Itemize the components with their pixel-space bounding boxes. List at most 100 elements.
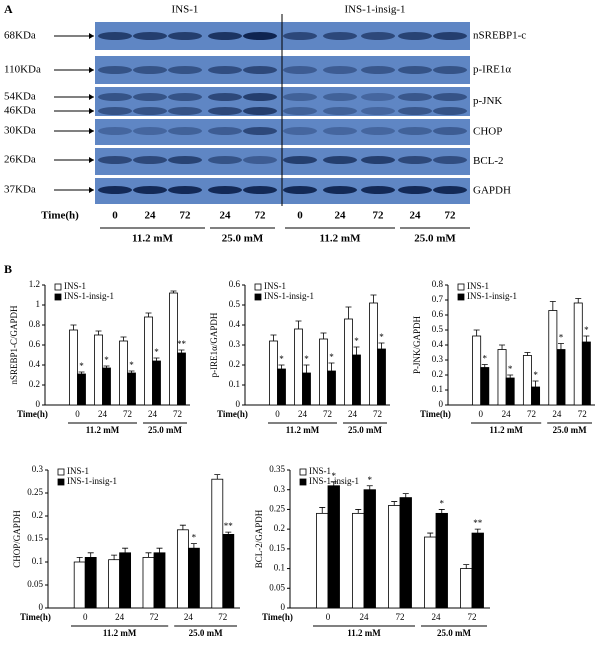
blot-band — [398, 186, 432, 194]
blot-band — [433, 93, 467, 101]
y-tick-label: 0.25 — [27, 487, 43, 497]
blot-band — [323, 93, 357, 101]
error-bar — [549, 301, 556, 311]
blot-band — [361, 93, 395, 101]
protein-label: GAPDH — [473, 185, 511, 197]
blot-band — [283, 186, 317, 194]
error-bar — [122, 547, 129, 553]
blot-band — [208, 156, 242, 164]
blot-band — [168, 127, 202, 135]
error-bar — [87, 552, 94, 558]
x-tick-label: 24 — [298, 409, 308, 419]
bar — [77, 373, 86, 406]
group-label: 11.2 mM — [489, 425, 523, 435]
error-bar — [190, 543, 197, 549]
blot-band — [361, 107, 395, 115]
bar — [573, 302, 583, 406]
conc-label: 25.0 mM — [414, 233, 456, 245]
error-bar — [103, 365, 110, 368]
y-tick-label: 0.4 — [29, 359, 41, 369]
error-bar — [153, 357, 160, 361]
blot-band — [208, 186, 242, 194]
y-tick-label: 0 — [281, 602, 286, 612]
y-tick-label: 0 — [36, 399, 41, 409]
x-tick-label: 72 — [373, 409, 382, 419]
time-label: 72 — [180, 210, 192, 222]
error-bar — [330, 481, 337, 486]
blot-band — [433, 32, 467, 40]
y-tick-label: 0.1 — [32, 556, 43, 566]
arrow-head — [89, 187, 94, 193]
legend-label: INS-1 — [67, 466, 89, 476]
y-tick-label: 0.3 — [32, 464, 44, 474]
time-label: Time(h) — [41, 210, 79, 222]
blot-band — [398, 66, 432, 74]
y-tick-label: 0.2 — [29, 379, 40, 389]
blot-band — [133, 156, 167, 164]
protein-label: CHOP — [473, 126, 502, 138]
y-tick-label: 0.5 — [432, 324, 444, 334]
error-bar — [474, 528, 481, 534]
group-label: 11.2 mM — [86, 425, 120, 435]
x-axis-title: Time(h) — [20, 612, 51, 622]
y-tick-label: 0.3 — [229, 339, 241, 349]
x-tick-label: 0 — [75, 409, 80, 419]
significance: * — [129, 360, 134, 370]
blot-band — [243, 93, 277, 101]
significance: * — [533, 370, 538, 380]
blot-band — [283, 66, 317, 74]
x-axis-title: Time(h) — [217, 409, 248, 419]
bar — [319, 338, 328, 406]
error-bar — [76, 557, 83, 562]
blot-band — [243, 186, 277, 194]
x-tick-label: 72 — [578, 409, 587, 419]
y-tick-label: 1 — [36, 299, 41, 309]
error-bar — [170, 290, 177, 293]
blot-band — [98, 127, 132, 135]
error-bar — [225, 531, 232, 535]
legend-label: INS-1 — [64, 281, 86, 291]
x-tick-label: 72 — [468, 612, 477, 622]
time-label: 0 — [112, 210, 118, 222]
x-axis-title: Time(h) — [262, 612, 293, 622]
bar — [119, 552, 132, 609]
significance: * — [154, 347, 159, 357]
blot-band — [323, 127, 357, 135]
y-axis-title: p-IRE1α/GAPDH — [209, 312, 219, 377]
bar — [548, 310, 558, 406]
bar — [187, 547, 200, 609]
y-tick-label: 0.8 — [432, 279, 444, 289]
y-tick-label: 0.2 — [432, 369, 443, 379]
blot-band — [323, 32, 357, 40]
significance: * — [440, 498, 445, 508]
y-tick-label: 0.2 — [229, 359, 240, 369]
y-tick-label: 0.6 — [432, 309, 444, 319]
blot-band — [98, 107, 132, 115]
time-label: 0 — [297, 210, 303, 222]
blot-band — [398, 32, 432, 40]
blot-band — [243, 156, 277, 164]
x-tick-label: 24 — [502, 409, 512, 419]
error-bar — [95, 330, 102, 335]
group-label: 25.0 mM — [148, 425, 182, 435]
x-tick-label: 72 — [527, 409, 536, 419]
blot-band — [283, 156, 317, 164]
bar — [480, 367, 490, 406]
error-bar — [128, 370, 135, 373]
y-axis-title: nSREBP1-C/GAPDH — [9, 305, 19, 385]
significance: * — [304, 354, 309, 364]
x-tick-label: 24 — [360, 612, 370, 622]
conc-label: 11.2 mM — [320, 233, 362, 245]
x-tick-label: 24 — [552, 409, 562, 419]
error-bar — [378, 342, 385, 349]
error-bar — [278, 364, 285, 369]
group-label: 25.0 mM — [348, 425, 382, 435]
blot-band — [283, 127, 317, 135]
error-bar — [532, 380, 539, 387]
bar — [269, 340, 278, 406]
blot-band — [283, 32, 317, 40]
conc-label: 25.0 mM — [222, 233, 264, 245]
group-label: INS-1-insig-1 — [344, 4, 405, 16]
legend-swatch — [457, 283, 465, 291]
blot-band — [398, 107, 432, 115]
